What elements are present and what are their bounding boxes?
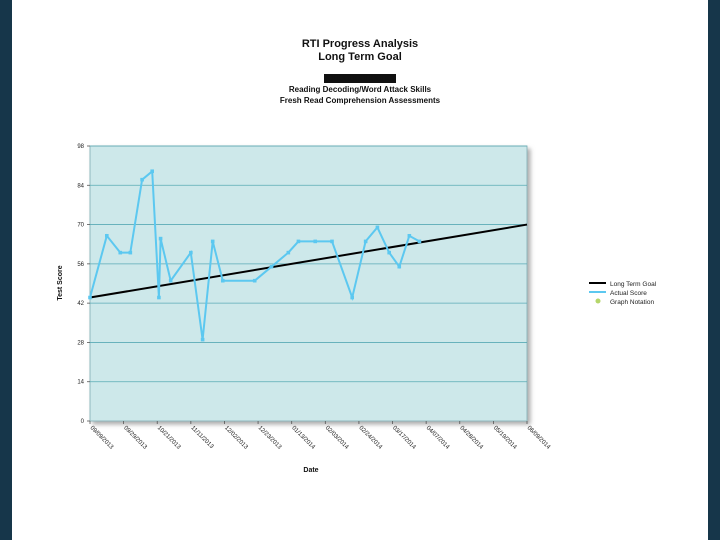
legend-notation-label: Graph Notation — [610, 299, 654, 306]
x-tick-label: 12/02/2013 — [223, 425, 249, 451]
legend-notation-swatch — [595, 298, 601, 304]
x-axis: 09/09/2013 09/29/2013 10/21/2013 11/11/2013… — [89, 421, 552, 451]
plot-area — [89, 145, 528, 422]
actual-score-point — [220, 278, 225, 283]
actual-score-point — [387, 250, 391, 255]
y-axis: 0 14 28 42 56 70 84 98 — [77, 144, 90, 425]
x-tick-label: 02/24/2014 — [358, 425, 384, 451]
actual-score-point — [296, 239, 301, 244]
x-tick-label: 03/17/2014 — [391, 425, 417, 451]
actual-score-point — [286, 250, 291, 255]
actual-score-point — [350, 295, 354, 300]
actual-score-point — [210, 239, 215, 244]
y-tick-label: 28 — [77, 340, 84, 346]
gridlines — [90, 145, 527, 383]
x-tick-label: 12/23/2013 — [257, 425, 283, 451]
actual-score-point — [200, 337, 205, 342]
actual-score-point — [189, 250, 193, 255]
chart-subtitle-1: Long Term Goal — [318, 51, 402, 63]
y-tick-label: 0 — [81, 419, 85, 425]
actual-score-point — [330, 239, 334, 244]
legend-actual-label: Actual Score — [610, 290, 647, 297]
x-tick-label: 02/03/2014 — [324, 425, 350, 451]
x-tick-label: 06/09/2014 — [526, 425, 552, 451]
x-tick-label: 01/13/2014 — [290, 425, 316, 451]
actual-score-point — [105, 233, 109, 238]
x-tick-label: 04/07/2014 — [425, 425, 451, 451]
y-tick-label: 98 — [77, 144, 84, 150]
actual-score-point — [150, 169, 154, 174]
x-tick-label: 11/11/2013 — [189, 425, 214, 450]
y-tick-label: 14 — [77, 380, 84, 386]
chart-subtitle-3: Fresh Read Comprehension Assessments — [279, 96, 441, 105]
actual-score-point — [158, 236, 163, 241]
y-tick-label: 70 — [77, 223, 84, 229]
x-tick-label: 10/21/2013 — [156, 425, 182, 451]
actual-score-point — [407, 233, 412, 238]
y-tick-label: 84 — [77, 183, 84, 189]
actual-score-point — [363, 239, 368, 244]
actual-score-point — [417, 239, 422, 244]
y-tick-label: 56 — [77, 262, 84, 268]
x-tick-label: 09/29/2013 — [122, 425, 148, 451]
legend-goal-label: Long Term Goal — [610, 281, 657, 288]
actual-score-point — [375, 225, 380, 230]
y-axis-label: Test Score — [57, 265, 64, 300]
actual-score-point — [269, 264, 274, 269]
actual-score-point — [252, 278, 257, 283]
actual-score-point — [313, 239, 318, 244]
legend: Long Term Goal Actual Score Graph Notati… — [589, 281, 657, 306]
chart-subtitle-2: Reading Decoding/Word Attack Skills — [288, 85, 432, 94]
x-tick-label: 04/28/2014 — [458, 425, 484, 451]
actual-score-point — [397, 264, 402, 269]
chart-title: RTI Progress Analysis — [301, 38, 419, 50]
actual-score-point — [118, 250, 123, 255]
series-layer — [88, 169, 528, 342]
x-tick-label: 09/09/2013 — [89, 425, 115, 451]
x-axis-label: Date — [303, 467, 318, 474]
series-long-term-goal-line — [89, 223, 528, 299]
x-tick-label: 05/19/2014 — [492, 425, 518, 451]
actual-score-point — [88, 295, 92, 300]
actual-score-point — [157, 295, 161, 300]
actual-score-point — [168, 278, 173, 283]
actual-score-point — [128, 250, 133, 255]
actual-score-point — [140, 177, 144, 182]
y-tick-label: 42 — [77, 301, 84, 307]
redacted-student-name: XXXXXXXXXXXXX — [324, 74, 396, 83]
